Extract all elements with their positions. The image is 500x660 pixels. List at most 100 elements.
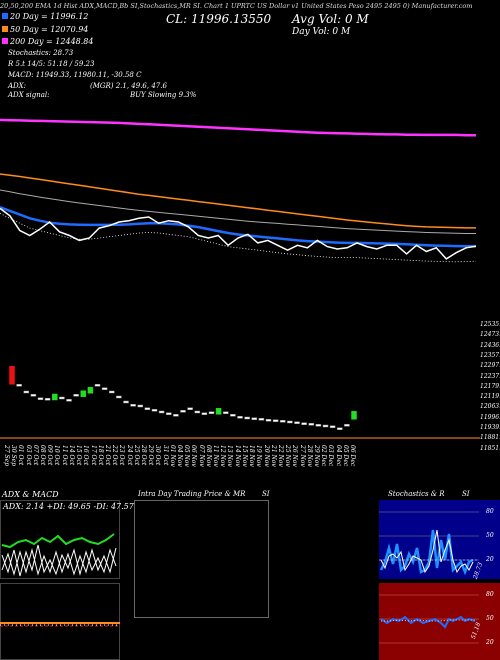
candle xyxy=(329,425,336,428)
date-label: 11 Nov xyxy=(212,445,220,467)
date-label: 31 Oct xyxy=(161,445,169,466)
intraday-panel xyxy=(134,500,269,618)
candle xyxy=(9,366,15,385)
candle xyxy=(80,390,87,397)
stoch-chart xyxy=(379,511,479,576)
date-label: 23 Oct xyxy=(118,445,126,466)
mr-readout: (MGR) 2.1, 49.6, 47.6 xyxy=(90,82,167,90)
date-label: 18 Nov xyxy=(248,445,256,467)
date-label: 03 Dec xyxy=(327,445,335,467)
price-axis-label: 11996.13 xyxy=(480,413,500,421)
candle xyxy=(322,424,329,428)
date-label: 05 Dec xyxy=(341,445,349,467)
date-label: 27 Nov xyxy=(298,445,306,467)
date-label: 08 Nov xyxy=(204,445,212,467)
date-label: 13 Nov xyxy=(226,445,234,467)
date-label: 15 Oct xyxy=(75,445,83,466)
ema200-swatch xyxy=(2,38,8,44)
price-axis-label: 12535.91 xyxy=(480,321,500,328)
stoch-d-line xyxy=(380,529,474,574)
adx-white-line-2 xyxy=(1,547,117,576)
candle xyxy=(201,412,208,415)
candle xyxy=(151,409,158,412)
date-label: 25 Oct xyxy=(132,445,140,466)
candle xyxy=(37,397,44,400)
candle xyxy=(272,419,279,422)
ema50-line xyxy=(0,173,476,229)
close-price: CL: 11996.13550 xyxy=(166,12,272,26)
stoch-k-line xyxy=(379,529,474,576)
avg-volume: Avg Vol: 0 M xyxy=(292,12,369,26)
price-axis-label: 12063.62 xyxy=(480,403,500,411)
candle xyxy=(137,404,144,408)
date-label: 30 Oct xyxy=(154,445,162,466)
date-label: 01 Nov xyxy=(168,445,176,467)
candle xyxy=(16,384,22,387)
date-label: 01 Oct xyxy=(17,445,25,466)
candle xyxy=(87,387,94,394)
date-label: 12 Nov xyxy=(219,445,227,467)
adx-label: ADX: xyxy=(8,82,27,90)
bollinger-upper-line xyxy=(0,189,476,234)
candle xyxy=(59,396,65,400)
price-line xyxy=(0,207,477,260)
date-label: 11 Oct xyxy=(60,445,68,466)
macd-readout: MACD: 11949.33, 11980.11, -30.58 C xyxy=(8,71,142,79)
mr-axis-50: 50 xyxy=(486,615,494,622)
candle xyxy=(194,410,201,414)
candle xyxy=(116,395,122,399)
adx-white-line-1 xyxy=(1,544,117,577)
candle xyxy=(244,416,250,420)
date-label: 04 Dec xyxy=(334,445,342,467)
candle xyxy=(301,422,307,425)
price-axis-label: 12297.66 xyxy=(480,362,500,370)
mr-white-line xyxy=(381,619,477,622)
candle xyxy=(287,420,293,424)
date-label: 25 Nov xyxy=(284,445,292,467)
mr-blue-line xyxy=(380,615,476,629)
adx-values: ADX: 2.14 +DI: 49.65 -DI: 47.57 xyxy=(3,502,134,511)
header-line: 20,50,200 EMA 1d Hist ADX,MACD,Bb SI,Sto… xyxy=(0,2,473,10)
candle xyxy=(223,411,229,414)
date-label: 17 Oct xyxy=(89,445,97,466)
r-readout: R 5.t 14/5: 51.18 / 59.23 xyxy=(8,60,95,68)
candle xyxy=(66,399,72,402)
ema50-swatch xyxy=(2,26,8,32)
date-label: 22 Oct xyxy=(111,445,119,466)
candle xyxy=(109,390,115,394)
candle xyxy=(315,424,322,427)
date-label: 03 Oct xyxy=(24,445,32,466)
stoch-si-label: SI xyxy=(462,490,470,498)
date-label: 06 Nov xyxy=(190,445,198,467)
date-label: 14 Nov xyxy=(233,445,241,467)
date-label: 29 Oct xyxy=(147,445,155,466)
date-label: 10 Oct xyxy=(53,445,61,466)
intraday-si-label: SI xyxy=(262,490,270,498)
ema200-label: 200 Day = 12448.84 xyxy=(10,37,94,46)
ema20-label: 20 Day = 11996.12 xyxy=(10,12,89,21)
stoch-axis-20: 20 xyxy=(486,556,494,563)
date-label: 06 Dec xyxy=(349,445,356,467)
date-label: 22 Nov xyxy=(276,445,284,467)
candle xyxy=(52,393,58,401)
day-volume: Day Vol: 0 M xyxy=(292,27,351,37)
date-label: 02 Dec xyxy=(320,445,328,467)
candle xyxy=(73,394,79,397)
ema20-legend: 20 Day = 11996.12 xyxy=(2,13,88,21)
candle xyxy=(215,408,222,415)
candle xyxy=(101,387,108,390)
candle xyxy=(187,407,193,410)
candle xyxy=(166,412,172,415)
adx-signal-label: ADX signal: xyxy=(8,91,50,99)
candle xyxy=(237,416,243,419)
date-label: 08 Oct xyxy=(39,445,47,466)
date-label: 09 Oct xyxy=(46,445,54,466)
price-axis-label: 12436.49 xyxy=(480,341,500,349)
candle xyxy=(180,410,186,413)
stoch-axis-80: 80 xyxy=(486,508,494,515)
candle xyxy=(344,424,350,427)
ema20-line xyxy=(0,206,477,248)
date-label: 26 Nov xyxy=(291,445,299,467)
intraday-panel-title: Intra Day Trading Price & MR xyxy=(138,490,246,498)
price-axis-label: 12179.58 xyxy=(480,382,500,390)
